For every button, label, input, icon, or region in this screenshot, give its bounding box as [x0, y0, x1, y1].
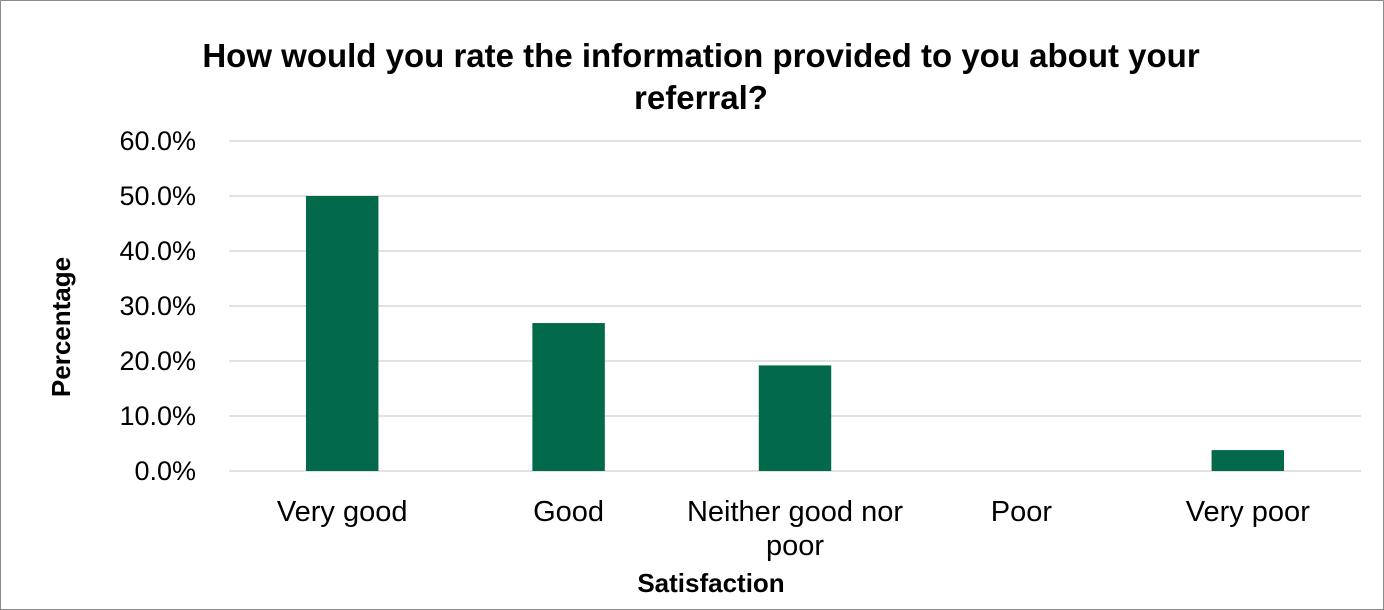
bar	[532, 323, 605, 471]
y-tick-label: 50.0%	[119, 181, 196, 211]
bar	[1211, 450, 1285, 471]
x-tick-label: Poor	[990, 496, 1053, 528]
y-tick-label: 0.0%	[134, 456, 196, 486]
x-tick-label: Neither good nor poor	[686, 496, 904, 562]
chart-title: How would you rate the information provi…	[202, 37, 1200, 116]
x-axis-label: Satisfaction	[637, 568, 785, 598]
y-tick-label: 40.0%	[119, 236, 196, 266]
x-tick-label: Very good	[276, 496, 408, 528]
y-tick-label: 30.0%	[119, 291, 196, 321]
x-tick-label: Good	[533, 496, 605, 528]
bar	[758, 365, 832, 471]
bar	[305, 196, 379, 471]
x-tick-label: Very poor	[1185, 496, 1310, 528]
y-axis-label: Percentage	[46, 256, 76, 398]
y-tick-label: 20.0%	[119, 346, 196, 376]
y-tick-label: 60.0%	[119, 126, 196, 156]
y-tick-label: 10.0%	[119, 401, 196, 431]
